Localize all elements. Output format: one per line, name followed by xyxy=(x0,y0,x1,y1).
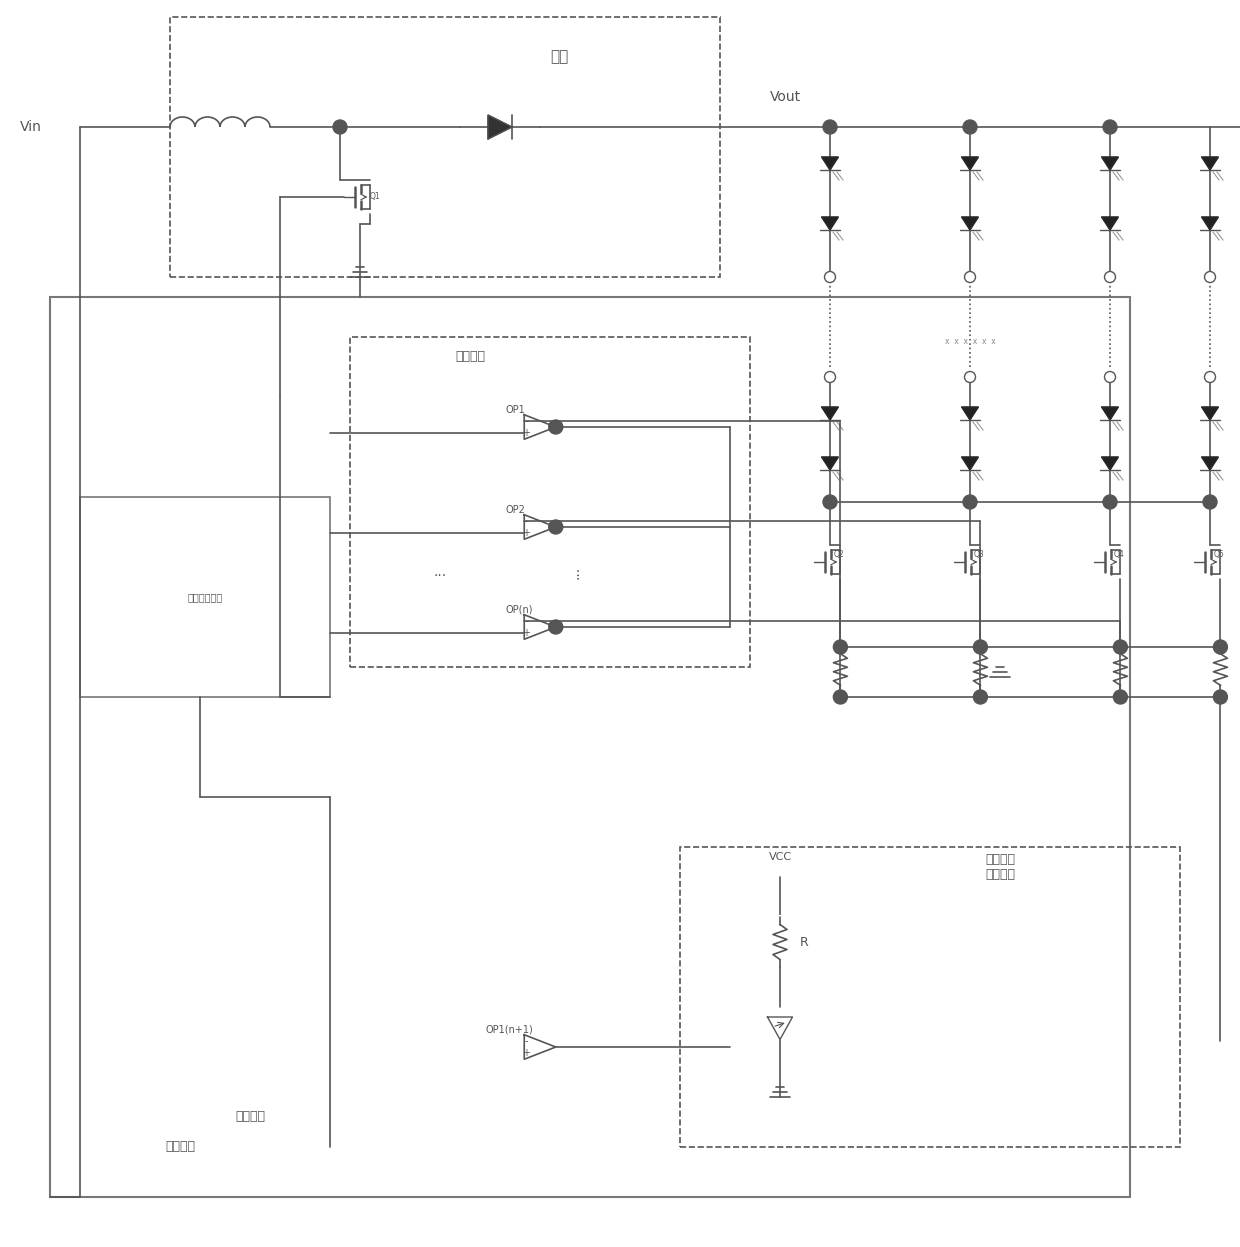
Circle shape xyxy=(1105,372,1116,383)
Text: +: + xyxy=(522,1049,529,1059)
Text: -: - xyxy=(525,1036,527,1046)
Polygon shape xyxy=(1202,217,1219,229)
Circle shape xyxy=(825,372,836,383)
Text: 比较单元: 比较单元 xyxy=(455,350,485,363)
Circle shape xyxy=(833,690,847,705)
Text: OP2: OP2 xyxy=(505,505,525,515)
Polygon shape xyxy=(489,115,512,138)
Circle shape xyxy=(973,690,987,705)
Text: 电源: 电源 xyxy=(551,50,568,65)
Circle shape xyxy=(1203,495,1216,509)
Polygon shape xyxy=(1202,456,1219,470)
Text: OP1: OP1 xyxy=(505,405,525,415)
Text: +: + xyxy=(522,529,529,539)
Circle shape xyxy=(1114,690,1127,705)
Circle shape xyxy=(549,520,563,534)
Polygon shape xyxy=(961,217,978,229)
Bar xyxy=(350,337,750,667)
Text: Q4: Q4 xyxy=(1114,550,1125,559)
Bar xyxy=(50,297,1130,1197)
Text: +: + xyxy=(522,628,529,638)
Circle shape xyxy=(963,120,977,133)
Polygon shape xyxy=(822,456,838,470)
Circle shape xyxy=(823,495,837,509)
Bar xyxy=(170,17,720,277)
Text: Q2: Q2 xyxy=(835,550,844,559)
Text: Vin: Vin xyxy=(20,120,42,133)
Text: 检测模块: 检测模块 xyxy=(236,1111,265,1124)
Circle shape xyxy=(1105,272,1116,283)
Text: -: - xyxy=(525,616,527,626)
Text: ...: ... xyxy=(434,565,446,579)
Circle shape xyxy=(965,272,976,283)
Polygon shape xyxy=(822,217,838,229)
Circle shape xyxy=(963,495,977,509)
Circle shape xyxy=(1114,640,1127,653)
Circle shape xyxy=(1104,120,1117,133)
Text: OP1(n+1): OP1(n+1) xyxy=(485,1025,533,1035)
Bar xyxy=(680,847,1180,1147)
Polygon shape xyxy=(822,157,838,170)
Polygon shape xyxy=(961,157,978,170)
Polygon shape xyxy=(1101,157,1118,170)
Circle shape xyxy=(1204,372,1215,383)
Polygon shape xyxy=(1101,456,1118,470)
Circle shape xyxy=(833,640,847,653)
Text: -: - xyxy=(525,416,527,426)
Text: 电压调整模块: 电压调整模块 xyxy=(187,592,223,602)
Polygon shape xyxy=(822,407,838,420)
Circle shape xyxy=(1214,640,1228,653)
Polygon shape xyxy=(1202,157,1219,170)
Circle shape xyxy=(965,372,976,383)
Text: Q1: Q1 xyxy=(370,192,381,202)
Text: R: R xyxy=(800,935,808,949)
Polygon shape xyxy=(1202,407,1219,420)
Text: -: - xyxy=(525,516,527,526)
Text: Q5: Q5 xyxy=(1214,550,1225,559)
Text: OP(n): OP(n) xyxy=(505,605,532,615)
Polygon shape xyxy=(961,456,978,470)
Polygon shape xyxy=(1101,407,1118,420)
Circle shape xyxy=(823,120,837,133)
Text: Q3: Q3 xyxy=(973,550,985,559)
Circle shape xyxy=(334,120,347,133)
Circle shape xyxy=(549,420,563,434)
Text: 可调基准
电压模块: 可调基准 电压模块 xyxy=(985,853,1016,880)
Text: ...: ... xyxy=(568,565,582,579)
Text: x  x  x  x  x  x: x x x x x x xyxy=(945,338,996,347)
Text: Vout: Vout xyxy=(770,90,801,104)
Text: 检测模块: 检测模块 xyxy=(165,1141,195,1153)
Circle shape xyxy=(1204,272,1215,283)
Bar xyxy=(81,498,330,697)
Text: +: + xyxy=(522,428,529,438)
Circle shape xyxy=(825,272,836,283)
Polygon shape xyxy=(1101,217,1118,229)
Circle shape xyxy=(1104,495,1117,509)
Circle shape xyxy=(973,640,987,653)
Circle shape xyxy=(1214,690,1228,705)
Polygon shape xyxy=(961,407,978,420)
Text: VCC: VCC xyxy=(769,852,791,862)
Circle shape xyxy=(549,620,563,633)
